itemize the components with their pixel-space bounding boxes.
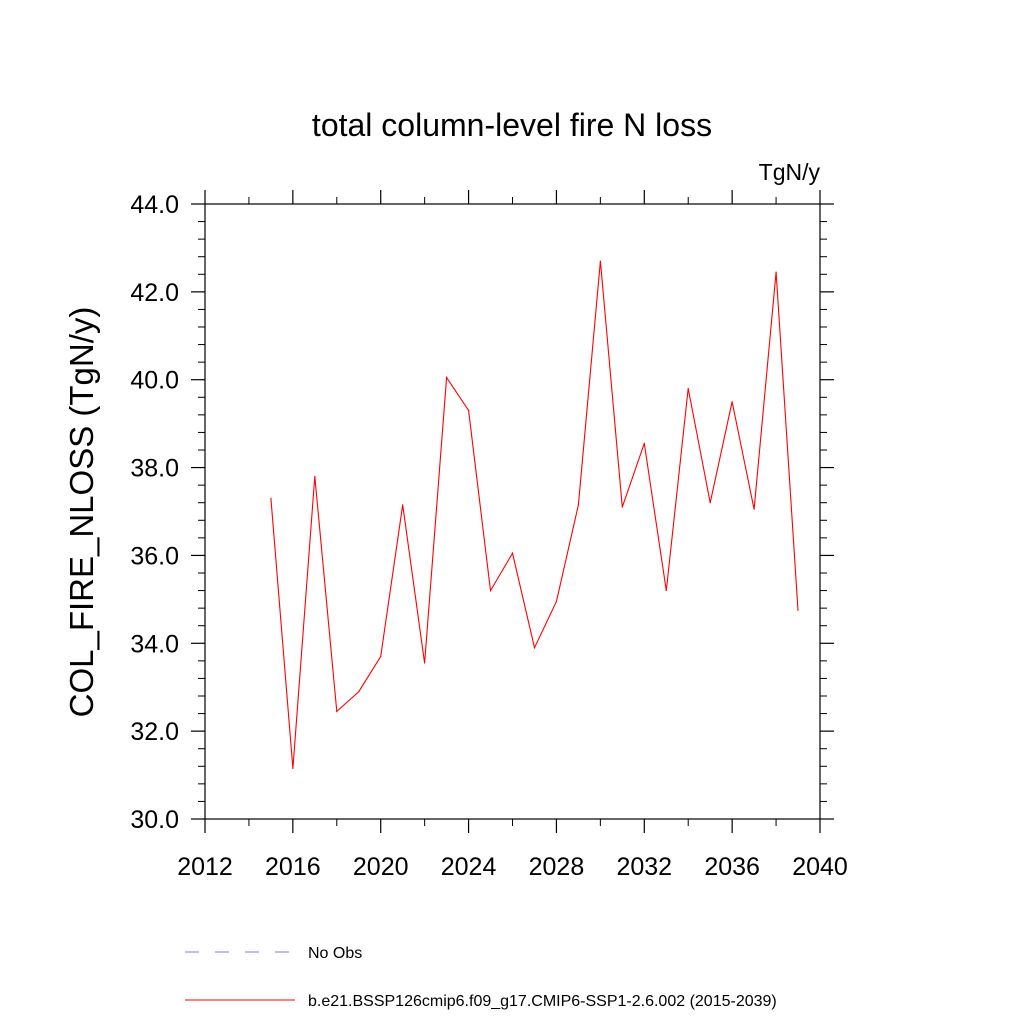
data-point bbox=[358, 691, 360, 693]
y-tick-label: 32.0 bbox=[130, 718, 179, 746]
data-point bbox=[643, 442, 645, 445]
data-point bbox=[665, 589, 667, 592]
data-point bbox=[599, 260, 601, 262]
data-point bbox=[402, 504, 404, 506]
y-axis-label: COL_FIRE_NLOSS (TgN/y) bbox=[63, 307, 100, 718]
y-tick-label: 40.0 bbox=[130, 367, 179, 395]
data-point bbox=[336, 710, 338, 712]
axis-ticks: 2012 2016 2020 2024 2028 2032 2036 2040 30.0 32.0… bbox=[130, 190, 848, 881]
data-point bbox=[577, 504, 579, 506]
data-point bbox=[621, 506, 623, 508]
data-point bbox=[292, 767, 294, 770]
legend: No Obs b.e21.BSSP126cmip6.f09_g17.CMIP6-S… bbox=[185, 945, 777, 1010]
data-point bbox=[489, 589, 492, 592]
y-tick-label: 42.0 bbox=[130, 279, 179, 307]
y-tick-label: 30.0 bbox=[130, 806, 179, 834]
x-tick-label: 2036 bbox=[704, 853, 760, 881]
data-point bbox=[380, 655, 382, 658]
data-point bbox=[555, 600, 558, 603]
x-tick-label: 2032 bbox=[616, 853, 672, 881]
x-tick-label: 2040 bbox=[792, 853, 848, 881]
x-tick-label: 2028 bbox=[529, 853, 585, 881]
data-point bbox=[753, 508, 755, 510]
data-point bbox=[687, 387, 689, 390]
x-tick-label: 2020 bbox=[353, 853, 409, 881]
y-tick-label: 36.0 bbox=[130, 542, 179, 570]
series-line bbox=[270, 261, 799, 769]
legend-label: b.e21.BSSP126cmip6.f09_g17.CMIP6-SSP1-2.… bbox=[308, 993, 777, 1010]
x-tick-label: 2016 bbox=[265, 853, 321, 881]
data-point bbox=[797, 609, 799, 611]
data-point bbox=[511, 552, 514, 554]
plot-frame bbox=[204, 203, 821, 820]
legend-label: No Obs bbox=[308, 945, 362, 962]
units-label: TgN/y bbox=[759, 159, 821, 185]
y-tick-label: 34.0 bbox=[130, 630, 179, 658]
data-point bbox=[533, 647, 536, 649]
data-point bbox=[446, 376, 448, 379]
data-point bbox=[709, 502, 711, 504]
data-point bbox=[775, 271, 777, 273]
data-point bbox=[731, 401, 733, 403]
chart-title: total column-level fire N loss bbox=[312, 107, 712, 143]
data-point bbox=[424, 662, 426, 664]
data-point bbox=[314, 475, 316, 477]
y-tick-label: 38.0 bbox=[130, 455, 179, 483]
x-tick-label: 2024 bbox=[441, 853, 497, 881]
data-point bbox=[270, 497, 272, 499]
plot-lines bbox=[270, 260, 799, 770]
data-point bbox=[467, 409, 470, 412]
x-tick-label: 2012 bbox=[177, 853, 233, 881]
y-tick-label: 44.0 bbox=[130, 191, 179, 219]
